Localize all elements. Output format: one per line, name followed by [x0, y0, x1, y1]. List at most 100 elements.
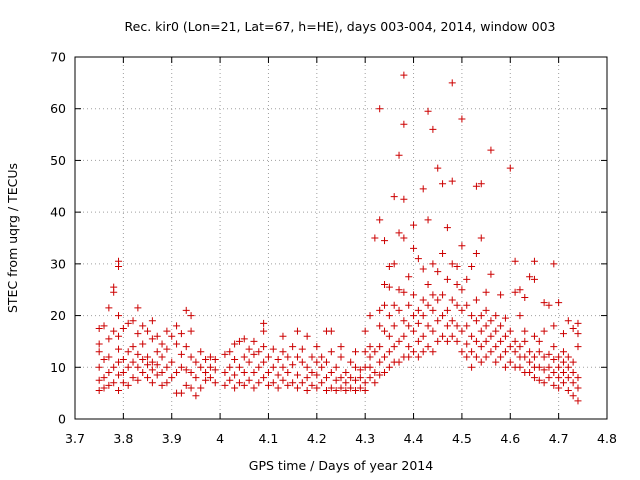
data-point [361, 379, 369, 387]
data-point [477, 343, 485, 351]
data-point [347, 374, 355, 382]
data-point [574, 397, 582, 405]
data-point [327, 384, 335, 392]
data-point [293, 327, 301, 335]
data-point [110, 327, 118, 335]
data-point [453, 301, 461, 309]
data-point [385, 262, 393, 270]
data-point [361, 348, 369, 356]
data-point [492, 312, 500, 320]
data-point [482, 306, 490, 314]
data-point [540, 327, 548, 335]
data-point [366, 312, 374, 320]
y-tick-label: 30 [50, 256, 66, 271]
grid-lines [75, 57, 607, 419]
data-point [492, 358, 500, 366]
data-point [443, 322, 451, 330]
data-point [385, 312, 393, 320]
data-point [395, 358, 403, 366]
data-point [506, 164, 514, 172]
data-point [472, 337, 480, 345]
data-point [153, 348, 161, 356]
data-point [356, 374, 364, 382]
data-point [371, 368, 379, 376]
data-point [124, 381, 132, 389]
data-point [279, 363, 287, 371]
data-point [487, 146, 495, 154]
data-point [487, 332, 495, 340]
data-point [419, 312, 427, 320]
data-point [342, 387, 350, 395]
data-point [250, 350, 258, 358]
data-point [115, 332, 123, 340]
data-point [148, 335, 156, 343]
data-point [235, 379, 243, 387]
data-point [105, 381, 113, 389]
data-point [400, 71, 408, 79]
data-point [197, 384, 205, 392]
data-point [535, 337, 543, 345]
data-point [463, 301, 471, 309]
data-point [463, 353, 471, 361]
data-point [134, 376, 142, 384]
data-point [173, 322, 181, 330]
data-point [497, 322, 505, 330]
data-point [308, 368, 316, 376]
data-point [414, 319, 422, 327]
data-point [129, 374, 137, 382]
data-point [439, 180, 447, 188]
data-point [511, 348, 519, 356]
data-point [439, 312, 447, 320]
data-point [390, 193, 398, 201]
data-point [148, 366, 156, 374]
data-point [192, 392, 200, 400]
data-point [530, 374, 538, 382]
y-tick-label: 40 [50, 205, 66, 220]
data-point [144, 374, 152, 382]
data-point [163, 363, 171, 371]
data-point [148, 317, 156, 325]
data-point [424, 322, 432, 330]
data-point [313, 358, 321, 366]
data-point [187, 327, 195, 335]
data-point [434, 164, 442, 172]
data-point [110, 283, 118, 291]
data-point [289, 361, 297, 369]
data-point [134, 330, 142, 338]
data-point [424, 281, 432, 289]
data-point [347, 358, 355, 366]
data-point [385, 283, 393, 291]
data-point [327, 327, 335, 335]
data-point [279, 332, 287, 340]
data-point [463, 322, 471, 330]
data-point [366, 343, 374, 351]
data-point [192, 374, 200, 382]
data-point [206, 363, 214, 371]
data-point [448, 177, 456, 185]
data-point [385, 363, 393, 371]
data-point [293, 384, 301, 392]
data-point [298, 358, 306, 366]
data-point [337, 384, 345, 392]
data-point [429, 348, 437, 356]
data-point [434, 317, 442, 325]
x-tick-label: 4.6 [500, 431, 520, 446]
data-point [458, 286, 466, 294]
data-point [540, 353, 548, 361]
data-point [390, 322, 398, 330]
data-point [540, 366, 548, 374]
data-point [381, 281, 389, 289]
data-point [395, 286, 403, 294]
data-point [482, 337, 490, 345]
data-point [511, 337, 519, 345]
data-point [153, 371, 161, 379]
data-point [182, 343, 190, 351]
data-point [115, 345, 123, 353]
data-point [376, 105, 384, 113]
data-point [332, 376, 340, 384]
data-point [105, 368, 113, 376]
data-point [226, 376, 234, 384]
data-point [559, 330, 567, 338]
data-point [395, 337, 403, 345]
data-point [124, 319, 132, 327]
